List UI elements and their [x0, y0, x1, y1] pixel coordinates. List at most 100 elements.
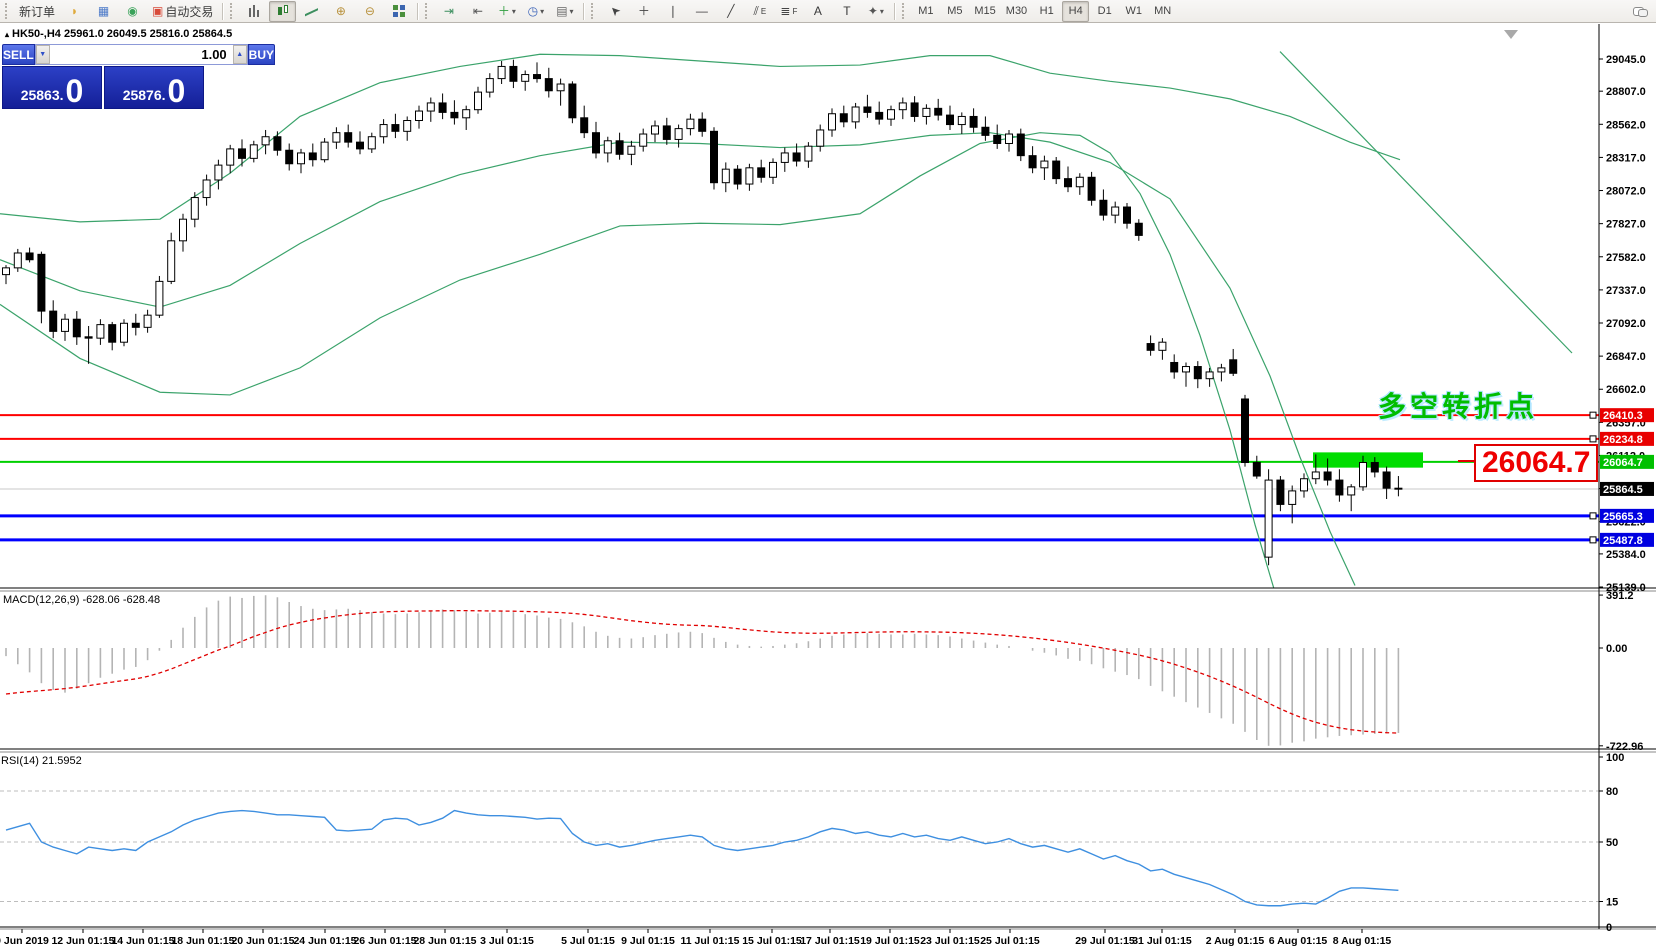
trendline[interactable]: [1279, 51, 1573, 354]
indicators-icon: ＋: [497, 4, 510, 18]
candle-body: [1170, 361, 1179, 373]
buy-button[interactable]: BUY: [247, 44, 276, 65]
tf-m15-button[interactable]: M15: [974, 5, 996, 17]
line-endpoint-marker: [1589, 536, 1597, 544]
market-watch-icon-button[interactable]: ▦: [90, 1, 117, 22]
toolbar-drag-handle[interactable]: [5, 3, 11, 19]
vertical-line-button[interactable]: ❘: [659, 1, 686, 22]
candle-body: [308, 152, 317, 161]
candle-body: [592, 132, 600, 154]
date-label: 2 Aug 01:15: [1206, 935, 1265, 947]
sell-button[interactable]: SELL: [2, 44, 35, 65]
profiles-icon-button[interactable]: ◗: [61, 1, 88, 22]
chat-icon-button[interactable]: [1626, 1, 1653, 22]
candle-body: [332, 132, 341, 143]
text-button[interactable]: A: [813, 4, 822, 18]
price-axis[interactable]: 29045.0 28807.0 28562.0 28317.0 28072.0 27827…: [1589, 54, 1654, 594]
horizontal-line-icon: ―: [695, 4, 708, 18]
toolbar-drag-handle[interactable]: [591, 3, 597, 19]
horizontal-line-button[interactable]: ―: [688, 1, 715, 22]
buy-price[interactable]: 25876. 0: [104, 66, 204, 109]
tf-m1-button[interactable]: M1: [918, 5, 934, 17]
date-label: 29 Jul 01:15: [1075, 935, 1135, 947]
crosshair-button[interactable]: ＋: [630, 1, 657, 22]
shapes-button-dropdown-icon[interactable]: ▾: [879, 6, 884, 16]
sell-price[interactable]: 25863. 0: [2, 66, 102, 109]
templates-button[interactable]: ▤ ▾: [551, 1, 578, 22]
sell-price-main: 25863.: [20, 87, 64, 103]
candle-body: [981, 126, 990, 136]
periods-button-dropdown-icon[interactable]: ▾: [540, 6, 545, 16]
zoom-out-icon: ⊖: [364, 4, 375, 18]
auto-scroll-button[interactable]: ⇥: [435, 1, 462, 22]
volume-up-button[interactable]: ▲: [232, 45, 247, 64]
indicators-button[interactable]: ＋ ▾: [493, 1, 520, 22]
periods-button[interactable]: ◷ ▾: [522, 1, 549, 22]
channel-button[interactable]: ⫽ E: [746, 1, 773, 22]
candle-body: [804, 145, 813, 162]
text-label-button[interactable]: T: [843, 4, 851, 18]
trendline-icon: ╱: [727, 4, 735, 18]
candle-body: [438, 102, 447, 113]
line-chart-icon: [305, 6, 318, 17]
buy-price-main: 25876.: [122, 87, 166, 103]
tf-m5-button[interactable]: M5: [947, 5, 963, 17]
tf-h4-button[interactable]: H4: [1062, 0, 1090, 22]
price-badge-label: 25665.3: [1603, 511, 1643, 523]
bar-chart-button[interactable]: [240, 1, 267, 22]
indicators-button-dropdown-icon[interactable]: ▾: [511, 6, 516, 16]
new-order-button[interactable]: 新订单: [19, 4, 56, 19]
candle-body: [96, 324, 105, 339]
toolbar-drag-handle[interactable]: [902, 3, 908, 19]
candle-body: [1064, 178, 1072, 188]
tile-windows-button[interactable]: [385, 1, 412, 22]
trendline-button[interactable]: ╱: [717, 1, 744, 22]
candle-body: [1111, 206, 1120, 216]
candlestick-chart-button[interactable]: [269, 0, 297, 22]
tf-h1-button[interactable]: H1: [1039, 5, 1054, 17]
price-tick-label: 25384.0: [1606, 549, 1646, 561]
highlight-box[interactable]: [1313, 452, 1423, 468]
macd-signal-line: [5, 610, 1399, 734]
date-label: 25 Jul 01:15: [980, 935, 1040, 947]
candle-body: [1394, 487, 1403, 490]
candle-body: [521, 74, 530, 82]
zoom-in-button[interactable]: ⊕: [327, 1, 354, 22]
price-badge-25864.5: [1600, 481, 1654, 496]
bollinger-lower-band: [0, 132, 1275, 588]
candle-body: [1217, 367, 1226, 373]
tf-mn-button[interactable]: MN: [1154, 5, 1172, 17]
tf-d1-button[interactable]: D1: [1097, 5, 1112, 17]
annotation-text[interactable]: 多空转折点: [1378, 391, 1539, 422]
shapes-button[interactable]: ✦ ▾: [862, 1, 889, 22]
candle-body: [261, 136, 270, 146]
cursor-button[interactable]: ➤: [601, 1, 628, 22]
search-icon-button[interactable]: [1597, 1, 1624, 22]
candle-body: [179, 218, 187, 242]
line-chart-button[interactable]: [298, 1, 325, 22]
zoom-out-button[interactable]: ⊖: [356, 1, 383, 22]
toolbar: 新订单 ◗ ▦ ◉ ▣ 自动交易 ⊕ ⊖ ⇥ ⇤ ＋ ▾ ◷ ▾ ▤ ▾ ➤ ＋ ❘ ― ╱ ⫽ E ≣ F A T ✦ ▾ M1 M5 M1…: [0, 0, 1656, 23]
autotrade-button[interactable]: ▣ 自动交易: [148, 1, 217, 22]
chart-shift-button[interactable]: ⇤: [464, 1, 491, 22]
date-label: 6 Aug 01:15: [1269, 935, 1328, 947]
tf-m30-button[interactable]: M30: [1005, 5, 1028, 17]
signal-icon-button[interactable]: ◉: [119, 1, 146, 22]
autotrade-button-label: 自动交易: [165, 4, 214, 19]
date-label: 8 Aug 01:15: [1333, 935, 1392, 947]
toolbar-drag-handle[interactable]: [230, 3, 236, 19]
toolbar-drag-handle[interactable]: [425, 3, 431, 19]
candle-body: [37, 253, 46, 312]
line-endpoint-marker: [1589, 512, 1597, 520]
templates-button-dropdown-icon[interactable]: ▾: [569, 6, 574, 16]
price-callout-label[interactable]: 26064.7: [1474, 444, 1599, 482]
candle-body: [131, 322, 140, 328]
volume-input[interactable]: [49, 45, 233, 64]
volume-down-button[interactable]: ▼: [35, 45, 50, 64]
candle-body: [745, 167, 754, 185]
fibonacci-button[interactable]: ≣ F: [775, 1, 802, 22]
tf-w1-button[interactable]: W1: [1125, 5, 1142, 17]
candle-body: [1241, 398, 1249, 464]
